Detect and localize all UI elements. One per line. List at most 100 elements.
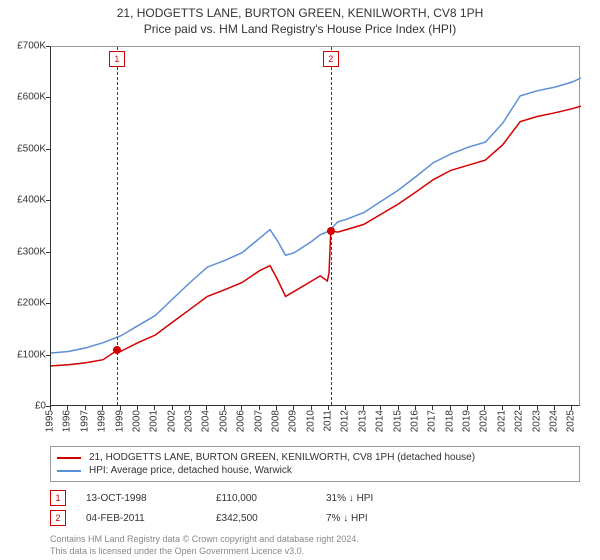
sale-dot [113,346,121,354]
x-tick-label: 1995 [45,410,56,432]
y-tick-mark [46,46,50,47]
chart-lines [51,47,581,407]
sale-dot [327,227,335,235]
legend-swatch-price-paid [57,457,81,459]
y-tick-mark [46,200,50,201]
y-tick-label: £500K [17,143,46,154]
x-tick-mark [484,406,485,410]
x-tick-label: 1997 [79,410,90,432]
x-tick-label: 2008 [270,410,281,432]
x-tick-mark [102,406,103,410]
y-tick-label: £100K [17,349,46,360]
y-tick-label: £300K [17,246,46,257]
sale-row-2: 2 04-FEB-2011 £342,500 7% ↓ HPI [50,510,580,526]
sale-1-date: 13-OCT-1998 [86,493,216,504]
x-tick-label: 2019 [462,410,473,432]
x-tick-mark [293,406,294,410]
sale-marker-box: 2 [323,51,339,67]
y-tick-label: £200K [17,298,46,309]
x-tick-mark [467,406,468,410]
y-tick-mark [46,252,50,253]
x-tick-label: 2020 [479,410,490,432]
sale-row-1: 1 13-OCT-1998 £110,000 31% ↓ HPI [50,490,580,506]
y-tick-mark [46,303,50,304]
sale-marker-2: 2 [50,510,66,526]
x-tick-mark [276,406,277,410]
x-tick-label: 2014 [375,410,386,432]
sale-2-delta: 7% ↓ HPI [326,513,426,524]
x-tick-label: 2009 [288,410,299,432]
x-tick-label: 2024 [548,410,559,432]
x-tick-label: 2015 [392,410,403,432]
x-tick-mark [311,406,312,410]
x-tick-mark [172,406,173,410]
x-tick-mark [398,406,399,410]
sale-marker-1: 1 [50,490,66,506]
y-tick-label: £700K [17,41,46,52]
x-tick-label: 2017 [427,410,438,432]
y-tick-mark [46,149,50,150]
x-tick-label: 1998 [97,410,108,432]
chart-title: 21, HODGETTS LANE, BURTON GREEN, KENILWO… [0,0,600,37]
sale-2-price: £342,500 [216,513,326,524]
x-tick-label: 1999 [114,410,125,432]
x-tick-mark [554,406,555,410]
x-tick-label: 2001 [149,410,160,432]
x-tick-label: 2000 [131,410,142,432]
y-tick-label: £400K [17,195,46,206]
x-tick-label: 2007 [253,410,264,432]
x-tick-label: 2018 [444,410,455,432]
sale-marker-1-num: 1 [55,493,60,503]
x-tick-label: 2002 [166,410,177,432]
sale-1-delta: 31% ↓ HPI [326,493,426,504]
x-tick-mark [120,406,121,410]
x-tick-mark [537,406,538,410]
x-tick-mark [380,406,381,410]
x-tick-label: 2004 [201,410,212,432]
footer-note: Contains HM Land Registry data © Crown c… [50,534,580,557]
x-tick-mark [206,406,207,410]
legend-row-hpi: HPI: Average price, detached house, Warw… [57,464,573,477]
x-tick-label: 2011 [323,410,334,432]
legend-row-price-paid: 21, HODGETTS LANE, BURTON GREEN, KENILWO… [57,451,573,464]
series-hpi [51,78,581,353]
x-tick-label: 2010 [305,410,316,432]
legend: 21, HODGETTS LANE, BURTON GREEN, KENILWO… [50,446,580,482]
x-tick-mark [345,406,346,410]
x-tick-mark [415,406,416,410]
x-tick-mark [154,406,155,410]
x-tick-label: 2021 [496,410,507,432]
sale-marker-box: 1 [109,51,125,67]
x-tick-mark [259,406,260,410]
plot-area: 12 [50,46,580,406]
title-line-1: 21, HODGETTS LANE, BURTON GREEN, KENILWO… [0,6,600,22]
x-tick-mark [571,406,572,410]
x-tick-mark [432,406,433,410]
chart-container: 21, HODGETTS LANE, BURTON GREEN, KENILWO… [0,0,600,560]
y-tick-mark [46,97,50,98]
footer-line-1: Contains HM Land Registry data © Crown c… [50,534,580,546]
y-tick-label: £600K [17,92,46,103]
x-tick-label: 2006 [236,410,247,432]
x-tick-label: 2016 [409,410,420,432]
x-tick-label: 2022 [514,410,525,432]
legend-swatch-hpi [57,470,81,472]
x-tick-label: 2025 [566,410,577,432]
x-tick-mark [328,406,329,410]
x-tick-label: 2005 [218,410,229,432]
footer-line-2: This data is licensed under the Open Gov… [50,546,580,558]
legend-label-hpi: HPI: Average price, detached house, Warw… [89,465,292,476]
sale-1-price: £110,000 [216,493,326,504]
x-tick-mark [137,406,138,410]
y-tick-mark [46,355,50,356]
legend-label-price-paid: 21, HODGETTS LANE, BURTON GREEN, KENILWO… [89,452,475,463]
x-tick-mark [241,406,242,410]
sale-marker-2-num: 2 [55,513,60,523]
sale-2-date: 04-FEB-2011 [86,513,216,524]
x-tick-label: 1996 [62,410,73,432]
x-tick-mark [519,406,520,410]
x-tick-label: 2012 [340,410,351,432]
x-tick-mark [450,406,451,410]
x-tick-mark [67,406,68,410]
x-tick-mark [363,406,364,410]
